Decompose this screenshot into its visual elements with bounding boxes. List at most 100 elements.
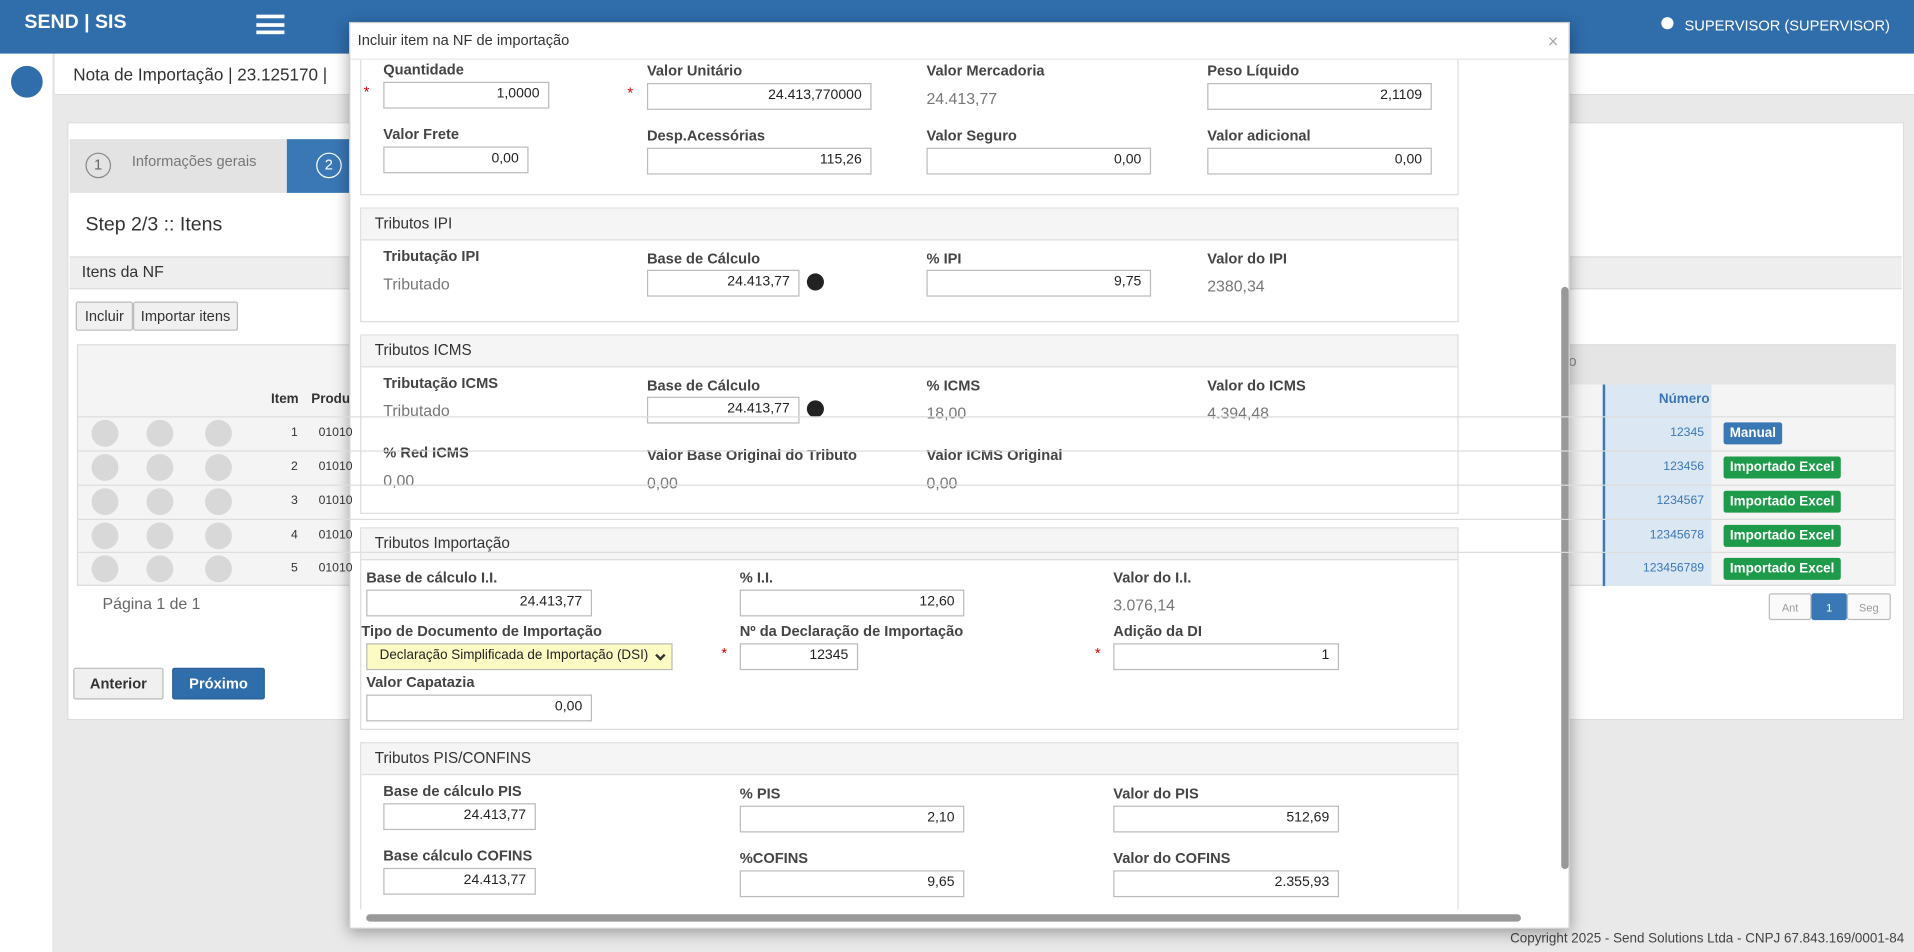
field-label: Valor do IPI: [1207, 250, 1288, 268]
row-action[interactable]: [91, 454, 119, 481]
doc-number: 12345: [1670, 426, 1705, 440]
step-1-number: 1: [93, 156, 103, 174]
field-input[interactable]: 24.413,77: [383, 803, 536, 831]
footer: Copyright 2025 - Send Solutions Ltda - C…: [1510, 931, 1905, 947]
field-label: Valor do ICMS: [1207, 377, 1306, 395]
field-label: Base de Cálculo: [646, 250, 761, 268]
row-action[interactable]: [146, 555, 174, 583]
field-label: Base cálculo COFINS: [383, 847, 533, 865]
step-2-number: 2: [324, 156, 333, 174]
required-mark: *: [363, 83, 370, 101]
field-input[interactable]: 24.413,770000: [646, 83, 872, 110]
field-input[interactable]: 9,75: [926, 269, 1152, 297]
field-input[interactable]: 1,0000: [383, 81, 550, 109]
row-action[interactable]: [205, 522, 232, 550]
field-input[interactable]: 9,65: [739, 870, 965, 898]
field-input[interactable]: 24.413,77: [383, 867, 536, 895]
field-input[interactable]: 0,00: [1207, 147, 1432, 175]
menu-toggle[interactable]: [256, 14, 285, 35]
modal-body: Quantidade 1,0000 * Valor Unitário 24.413,77…: [350, 58, 1569, 910]
field-input[interactable]: 24.413,77: [366, 589, 593, 617]
field-input[interactable]: 512,69: [1113, 805, 1340, 833]
origin-badge: Importado Excel: [1723, 490, 1841, 513]
row-action[interactable]: [205, 488, 232, 516]
row-action[interactable]: [205, 419, 232, 447]
field-value: Tributado: [383, 401, 450, 420]
include-button[interactable]: Incluir: [75, 301, 134, 331]
required-mark: *: [721, 644, 728, 662]
field-input[interactable]: 0,00: [366, 694, 593, 722]
field-label: % ICMS: [926, 377, 981, 395]
field-label: Base de Cálculo: [646, 377, 761, 395]
doc-number: 12345678: [1649, 528, 1705, 542]
row-action[interactable]: [146, 419, 174, 447]
modal-close[interactable]: ×: [1547, 31, 1559, 53]
field-input[interactable]: 2,10: [739, 805, 965, 833]
field-label: Valor Unitário: [646, 62, 743, 80]
field-label: Valor Frete: [383, 125, 460, 143]
field-label: Valor adicional: [1207, 126, 1311, 145]
product-code: 01010: [318, 561, 353, 575]
field-input[interactable]: 115,26: [646, 147, 872, 175]
panel-title: Itens da NF: [81, 262, 164, 281]
step-1-circle: [85, 152, 112, 179]
section-header: [361, 335, 1458, 368]
field-input[interactable]: 1: [1113, 643, 1340, 671]
step-1-label: Informações gerais: [131, 152, 257, 170]
import-button[interactable]: Importar itens: [133, 301, 239, 331]
row-action[interactable]: [91, 555, 119, 583]
field-value: 18,00: [926, 404, 967, 423]
field-value: 0,00: [926, 473, 958, 492]
row-action[interactable]: [91, 488, 119, 516]
row-action[interactable]: [146, 488, 174, 516]
sidebar: [0, 53, 54, 952]
field-label: Peso Líquido: [1207, 62, 1300, 80]
field-input[interactable]: 24.413,77: [646, 269, 800, 297]
row-action[interactable]: [146, 522, 174, 550]
origin-badge: Manual: [1723, 422, 1783, 445]
field-label: Valor Base Original do Tributo: [646, 446, 857, 464]
row-action[interactable]: [205, 454, 232, 481]
table-row-line: [78, 518, 1895, 521]
vertical-scrollbar[interactable]: [1561, 286, 1569, 870]
field-label: Valor Capatazia: [366, 673, 475, 691]
table-row-line: [78, 484, 1895, 486]
field-label: Valor Seguro: [926, 126, 1017, 145]
section-header: [361, 743, 1458, 776]
field-select[interactable]: Declaração Simplificada de Importação (D…: [366, 643, 673, 671]
horizontal-scrollbar[interactable]: [366, 914, 1521, 922]
field-input[interactable]: 12,60: [739, 589, 965, 617]
product-code: 01010: [318, 426, 353, 440]
page-next[interactable]: Seg: [1846, 593, 1891, 621]
previous-button[interactable]: Anterior: [73, 667, 164, 700]
table-row-line: [78, 450, 1895, 452]
field-input[interactable]: 2,1109: [1207, 83, 1432, 110]
next-button[interactable]: Próximo: [172, 667, 265, 700]
page-title: Nota de Importação | 23.125170 |: [73, 64, 328, 85]
field-label: Quantidade: [383, 61, 464, 79]
field-input[interactable]: 2.355,93: [1113, 870, 1340, 898]
field-value: Tributado: [383, 274, 450, 293]
step-2-circle: [316, 152, 342, 179]
field-value: 0,00: [646, 473, 678, 492]
row-action[interactable]: [91, 522, 119, 550]
page-current[interactable]: 1: [1811, 593, 1847, 621]
field-label: Valor Mercadoria: [926, 62, 1045, 80]
field-label: Tributação ICMS: [383, 374, 499, 392]
section-header: [361, 528, 1458, 561]
page-prev[interactable]: Ant: [1768, 593, 1812, 621]
row-action[interactable]: [205, 555, 232, 583]
field-input[interactable]: 0,00: [383, 146, 529, 174]
field-label: Tributação IPI: [383, 247, 480, 265]
field-input[interactable]: 0,00: [926, 147, 1152, 175]
field-value: 2380,34: [1207, 277, 1265, 296]
row-action[interactable]: [91, 419, 119, 447]
modal-title: Incluir item na NF de importação: [357, 31, 570, 49]
field-label: Base de cálculo PIS: [383, 782, 522, 800]
field-input[interactable]: 24.413,77: [646, 396, 800, 424]
row-action[interactable]: [146, 454, 174, 481]
field-value: 4.394,48: [1207, 404, 1270, 423]
user-menu[interactable]: SUPERVISOR (SUPERVISOR): [1684, 17, 1890, 35]
field-input[interactable]: 12345: [739, 643, 859, 671]
